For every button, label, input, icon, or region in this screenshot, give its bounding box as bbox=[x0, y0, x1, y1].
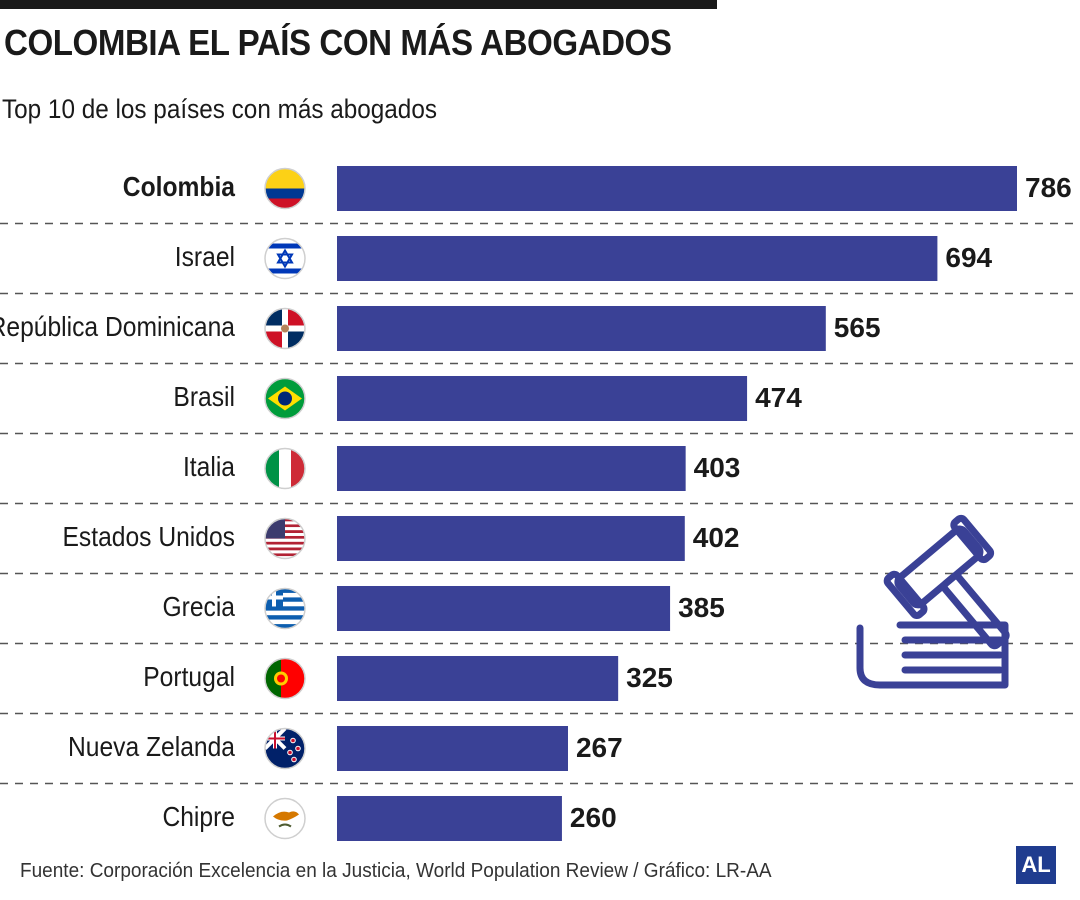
portugal-flag-icon bbox=[264, 657, 306, 700]
value-label: 474 bbox=[755, 382, 802, 413]
category-label: Colombia bbox=[123, 170, 236, 202]
category-label: Israel bbox=[175, 240, 235, 272]
bar-chart: Colombia 786 Israel 694 República Dominicana… bbox=[0, 166, 1080, 841]
category-label: Portugal bbox=[143, 660, 235, 692]
bar bbox=[337, 796, 562, 841]
bar bbox=[337, 726, 568, 771]
bar bbox=[337, 376, 748, 421]
category-label: Chipre bbox=[162, 800, 235, 832]
category-label: Italia bbox=[183, 450, 235, 482]
top-rule bbox=[0, 0, 717, 9]
bar bbox=[337, 166, 1017, 211]
bar-row: Portugal 325 bbox=[143, 656, 673, 701]
bar-row: Chipre 260 bbox=[162, 796, 617, 841]
category-label: Brasil bbox=[173, 380, 235, 412]
bar bbox=[337, 586, 671, 631]
value-label: 267 bbox=[576, 732, 623, 763]
value-label: 565 bbox=[834, 312, 881, 343]
bar-row: Nueva Zelanda 267 bbox=[68, 726, 623, 771]
bar bbox=[337, 516, 685, 561]
bar bbox=[337, 446, 686, 491]
bar bbox=[337, 236, 938, 281]
chart-subtitle: Top 10 de los países con más abogados bbox=[2, 94, 437, 124]
colombia-flag-icon bbox=[264, 167, 306, 210]
dominican-republic-flag-icon bbox=[264, 307, 306, 350]
value-label: 260 bbox=[570, 802, 617, 833]
value-label: 385 bbox=[678, 592, 725, 623]
value-label: 325 bbox=[626, 662, 673, 693]
israel-flag-icon bbox=[264, 237, 306, 280]
value-label: 786 bbox=[1025, 172, 1072, 203]
italy-flag-icon bbox=[264, 447, 306, 490]
bar-row: Italia 403 bbox=[183, 446, 740, 491]
value-label: 694 bbox=[945, 242, 992, 273]
chart-title: COLOMBIA EL PAÍS CON MÁS ABOGADOS bbox=[4, 22, 672, 63]
gavel-and-book-icon bbox=[856, 514, 1010, 689]
bar-row: República Dominicana 565 bbox=[0, 306, 881, 351]
new-zealand-flag-icon bbox=[264, 727, 306, 770]
bar-row: Israel 694 bbox=[175, 236, 993, 281]
bar bbox=[337, 306, 826, 351]
category-label: Grecia bbox=[162, 590, 235, 622]
value-label: 403 bbox=[694, 452, 741, 483]
bar bbox=[337, 656, 619, 701]
bar-row: Grecia 385 bbox=[162, 586, 725, 631]
greece-flag-icon bbox=[264, 587, 306, 630]
category-label: República Dominicana bbox=[0, 310, 235, 342]
bar-row: Brasil 474 bbox=[173, 376, 802, 421]
category-label: Estados Unidos bbox=[63, 520, 235, 552]
source-note: Fuente: Corporación Excelencia en la Jus… bbox=[20, 860, 772, 882]
bar-row: Estados Unidos 402 bbox=[63, 516, 740, 561]
value-label: 402 bbox=[693, 522, 740, 553]
brazil-flag-icon bbox=[264, 377, 306, 420]
bar-row: Colombia 786 bbox=[123, 166, 1072, 211]
usa-flag-icon bbox=[264, 517, 306, 560]
cyprus-flag-icon bbox=[264, 797, 306, 840]
category-label: Nueva Zelanda bbox=[68, 730, 235, 762]
publisher-logo: AL bbox=[1016, 846, 1056, 884]
